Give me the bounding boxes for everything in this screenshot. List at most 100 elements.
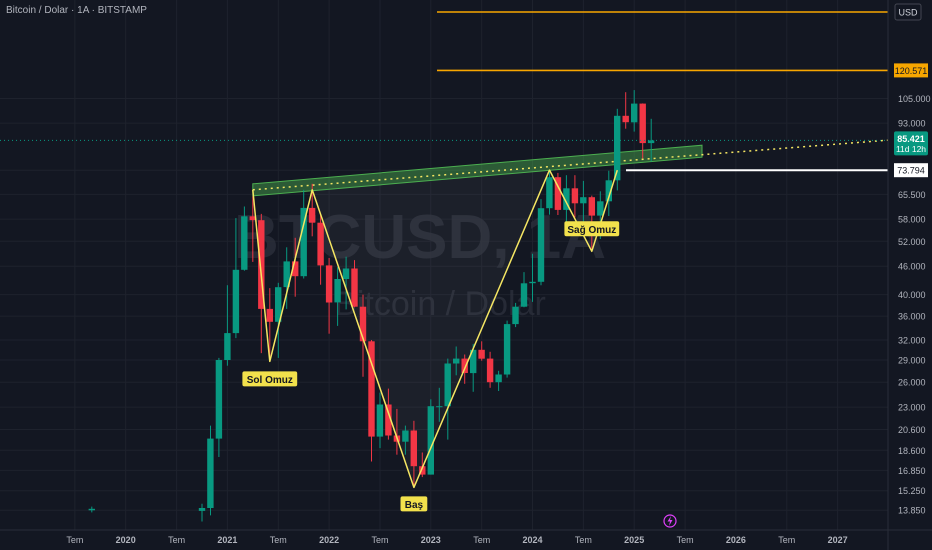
pattern-label-head: Baş	[400, 496, 428, 512]
candle-body	[453, 358, 460, 364]
pattern-labels: Sol Omuz Baş Sağ Omuz	[242, 221, 620, 512]
candle-body	[614, 115, 621, 181]
candle-body	[258, 220, 265, 309]
white-level-label: 73.794	[894, 163, 928, 178]
watermark-name: Bitcoin / Dolar	[334, 285, 546, 323]
orange-level-label: 120.571	[894, 63, 928, 78]
price-tick-label: 36.000	[898, 312, 926, 322]
price-tick-label: 40.000	[898, 290, 926, 300]
candle-body	[470, 349, 477, 374]
pattern-label-text: Sağ Omuz	[567, 225, 616, 236]
lightning-icon[interactable]	[663, 514, 677, 528]
candle-body	[241, 216, 248, 270]
candle-body	[461, 358, 468, 373]
pattern-label-text: Sol Omuz	[247, 375, 293, 386]
bar-countdown: 11d 12h	[896, 144, 926, 154]
candle-body	[385, 404, 392, 436]
candle-body	[198, 508, 206, 511]
candle-body	[292, 261, 299, 277]
pattern-label-bg	[242, 371, 298, 387]
price-tick-label: 52.000	[898, 237, 926, 247]
candle-body	[359, 306, 367, 342]
candle-body	[376, 404, 384, 437]
time-tick-label: Tem	[473, 535, 490, 545]
candle-body	[520, 283, 528, 307]
candle-body	[300, 207, 307, 277]
time-tick-label: Tem	[575, 535, 592, 545]
candle-body	[622, 115, 629, 123]
price-tick-label: 65.500	[898, 190, 926, 200]
candle-body	[224, 333, 231, 360]
pattern-label-text: Baş	[405, 500, 424, 511]
candle-body	[249, 216, 256, 221]
candle-body	[503, 324, 511, 375]
neckline-extension	[252, 135, 932, 191]
candle-body	[368, 341, 375, 437]
price-levels	[437, 11, 888, 172]
time-tick-label: Tem	[270, 535, 287, 545]
price-axis: 105.000 93.000 65.500 58.000 52.000 46.000 40.…	[887, 0, 932, 550]
white-level-label-text: 73.794	[897, 166, 925, 176]
candle-body	[605, 180, 612, 202]
candle-body	[325, 265, 333, 303]
time-tick-label: 2024	[522, 535, 542, 545]
candle-body	[563, 188, 570, 210]
candle-body	[537, 208, 545, 282]
currency-button[interactable]: USD	[894, 3, 922, 21]
candle-body	[580, 197, 587, 204]
price-tick-label: 105.000	[898, 94, 931, 104]
candle-body	[283, 261, 290, 288]
candle-body	[546, 177, 553, 209]
pattern-label-right-shoulder: Sağ Omuz	[564, 221, 620, 237]
price-tick-label: 18.600	[898, 446, 926, 456]
price-tick-label: 20.600	[898, 425, 926, 435]
price-tick-label: 26.000	[898, 378, 926, 388]
time-tick-label: 2025	[624, 535, 644, 545]
price-tick-label: 93.000	[898, 119, 926, 129]
candle-body	[207, 438, 214, 508]
orange-level-label-bg	[894, 63, 928, 78]
current-price-value: 85.421	[897, 134, 925, 144]
candle-body	[342, 268, 350, 279]
candle-body	[275, 287, 282, 322]
candle-body	[215, 360, 223, 439]
price-axis-bg	[888, 0, 932, 550]
price-tick-label: 29.000	[898, 356, 926, 366]
time-tick-label: 2023	[421, 535, 441, 545]
time-tick-label: 2021	[217, 535, 237, 545]
price-tick-label: 15.250	[898, 486, 926, 496]
candle-body	[88, 508, 95, 511]
candle-body	[486, 358, 494, 383]
candle-body	[495, 374, 502, 383]
candle-body	[308, 207, 316, 223]
price-tick-label: 23.000	[898, 403, 926, 413]
time-tick-label: Tem	[778, 535, 795, 545]
candle-body	[427, 406, 434, 475]
candle-body	[402, 430, 409, 442]
pattern-label-left-shoulder: Sol Omuz	[242, 371, 298, 387]
pattern-line	[252, 169, 619, 489]
candle-body	[588, 197, 595, 216]
time-tick-label: 2027	[828, 535, 848, 545]
time-tick-label: Tem	[677, 535, 694, 545]
candle-body	[554, 177, 562, 210]
currency-button-label: USD	[898, 8, 918, 18]
grid	[0, 0, 888, 530]
candle-body	[529, 281, 536, 284]
candle-body	[597, 201, 604, 216]
lightning-icon-ring	[663, 514, 677, 528]
price-tick-label: 46.000	[898, 262, 926, 272]
price-tick-label: 16.850	[898, 466, 926, 476]
candle-body	[647, 140, 655, 144]
current-price-label-bg	[894, 131, 928, 156]
white-level-label-bg	[894, 163, 928, 178]
price-tick-label: 32.000	[898, 336, 926, 346]
candle-body	[512, 306, 519, 325]
pattern-label-bg	[400, 496, 428, 512]
orange-level-label-text: 120.571	[895, 66, 928, 76]
lightning-icon-glyph	[667, 516, 673, 526]
time-tick-label: Tem	[66, 535, 83, 545]
